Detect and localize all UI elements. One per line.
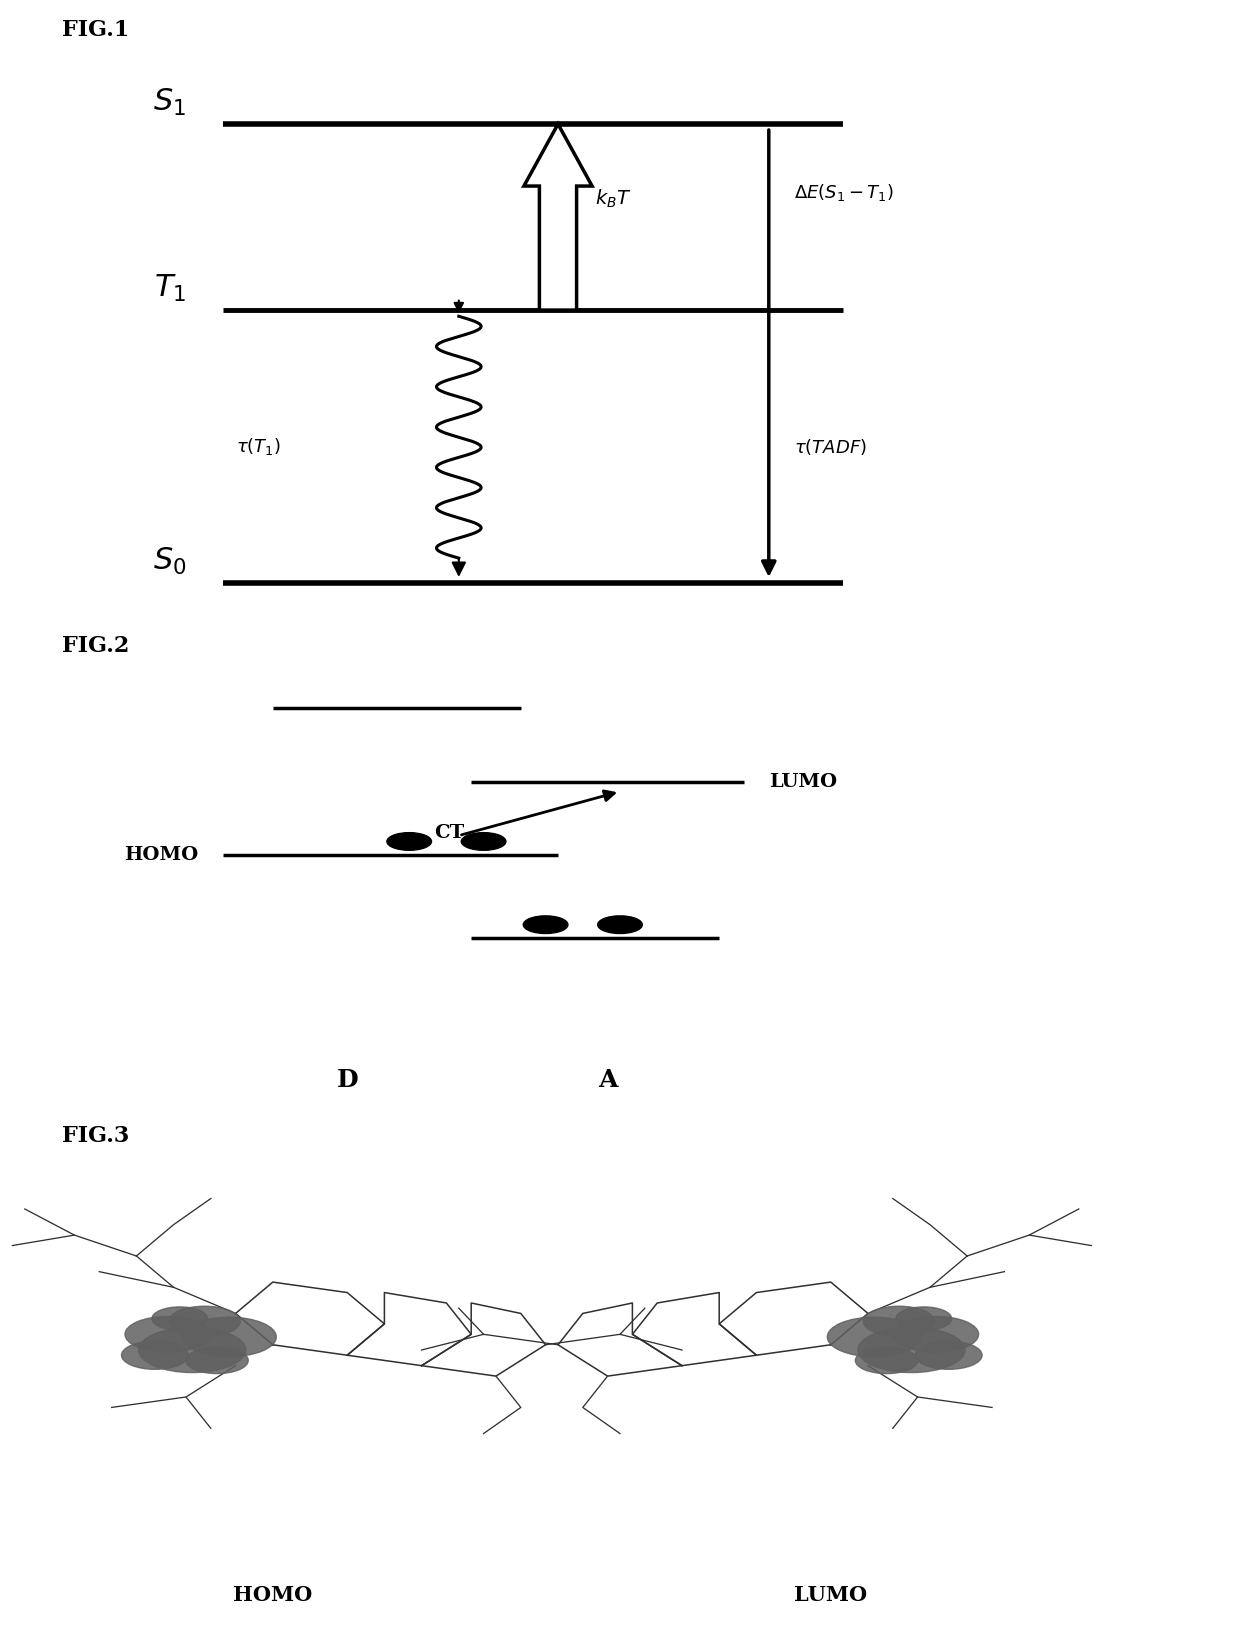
Text: $S_0$: $S_0$	[153, 545, 186, 576]
Circle shape	[858, 1327, 965, 1373]
Text: HOMO: HOMO	[233, 1585, 312, 1606]
Circle shape	[186, 1348, 248, 1374]
Circle shape	[856, 1348, 918, 1374]
Polygon shape	[523, 124, 593, 310]
Circle shape	[139, 1327, 246, 1373]
Text: A: A	[598, 1069, 618, 1092]
Circle shape	[182, 1317, 277, 1356]
Text: CT: CT	[434, 824, 464, 842]
Text: LUMO: LUMO	[769, 772, 837, 792]
Circle shape	[895, 1307, 952, 1330]
Text: $k_BT$: $k_BT$	[595, 188, 631, 209]
Text: FIG.2: FIG.2	[62, 635, 129, 656]
Circle shape	[169, 1306, 241, 1337]
Circle shape	[894, 1317, 978, 1353]
Text: HOMO: HOMO	[124, 845, 198, 865]
Circle shape	[461, 832, 506, 850]
Circle shape	[387, 832, 432, 850]
Text: LUMO: LUMO	[795, 1585, 867, 1606]
Text: FIG.3: FIG.3	[62, 1126, 129, 1147]
Text: $T_1$: $T_1$	[154, 273, 186, 304]
Text: $S_1$: $S_1$	[153, 86, 186, 118]
Circle shape	[151, 1307, 208, 1330]
Circle shape	[125, 1317, 210, 1353]
Circle shape	[827, 1317, 921, 1356]
Circle shape	[523, 916, 568, 934]
Text: $\tau(T_1)$: $\tau(T_1)$	[236, 436, 280, 457]
Text: FIG.1: FIG.1	[62, 18, 129, 41]
Circle shape	[598, 916, 642, 934]
Circle shape	[863, 1306, 935, 1337]
Circle shape	[122, 1342, 188, 1369]
Text: $\tau(TADF)$: $\tau(TADF)$	[794, 436, 867, 457]
Text: $\Delta E(S_1-T_1)$: $\Delta E(S_1-T_1)$	[794, 181, 893, 202]
Text: D: D	[336, 1069, 358, 1092]
Circle shape	[915, 1342, 982, 1369]
